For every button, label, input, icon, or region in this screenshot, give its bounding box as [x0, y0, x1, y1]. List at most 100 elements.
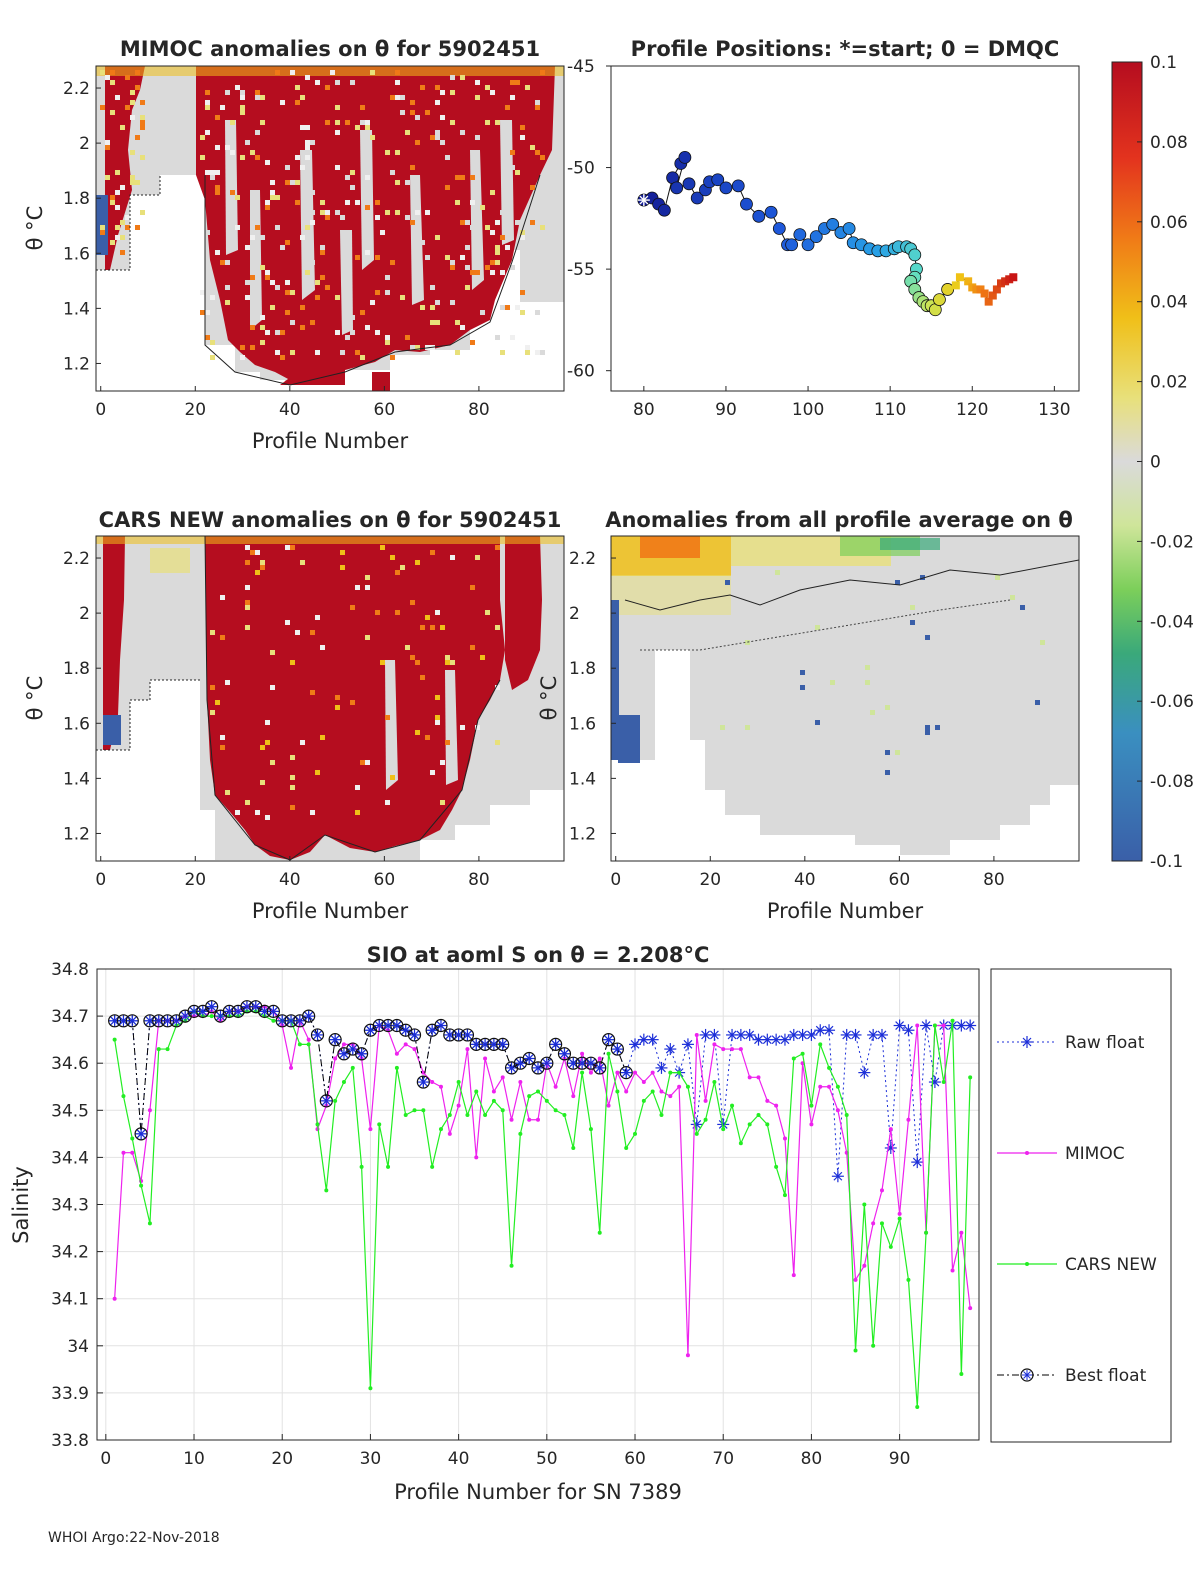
anomaly-cell: [300, 235, 305, 240]
data-point: [637, 1033, 650, 1046]
anomaly-cell: [380, 545, 385, 550]
data-point: [915, 1023, 920, 1028]
anomaly-cell: [225, 145, 230, 150]
anomaly-cell: [395, 180, 400, 185]
data-point: [553, 1084, 558, 1089]
anomaly-cell: [260, 325, 265, 330]
data-point: [306, 1037, 311, 1042]
data-point: [619, 1066, 633, 1080]
anomaly-cell: [385, 335, 390, 340]
anomaly-cell: [310, 220, 315, 225]
anomaly-cell: [260, 235, 265, 240]
data-point: [249, 1000, 263, 1014]
anomaly-cell: [350, 330, 355, 335]
anomaly-cell: [375, 200, 380, 205]
anomaly-cell: [335, 105, 340, 110]
legend-label: CARS NEW: [1065, 1255, 1157, 1275]
anomaly-cell: [440, 800, 445, 805]
data-point: [959, 1372, 964, 1377]
colorbar-tick-label: 0: [1150, 453, 1161, 473]
anomaly-cell: [110, 195, 115, 200]
anomaly-cell: [250, 345, 255, 350]
anomaly-cell: [130, 180, 135, 185]
data-point: [814, 1024, 827, 1037]
anomaly-cell: [345, 200, 350, 205]
data-point: [394, 1051, 399, 1056]
anomaly-cell: [450, 90, 455, 95]
y-tick-label: 1.2: [63, 354, 90, 374]
anomaly-cell: [270, 305, 275, 310]
anomaly-cell: [115, 95, 120, 100]
anomaly-cell: [410, 220, 415, 225]
anomaly-cell: [455, 320, 460, 325]
anomaly-cell: [315, 280, 320, 285]
anomaly-cell: [375, 255, 380, 260]
anomaly-cell: [265, 275, 270, 280]
anomaly-cell: [865, 680, 870, 685]
data-point: [950, 1268, 955, 1273]
anomaly-cell: [415, 140, 420, 145]
anomaly-cell: [210, 175, 215, 180]
anomaly-cell: [1040, 640, 1045, 645]
anomaly-cell: [360, 310, 365, 315]
anomaly-cell: [265, 740, 270, 745]
anomaly-cell: [520, 290, 525, 295]
all-profile-anomaly-panel: Anomalies from all profile average on θ …: [537, 508, 1080, 923]
profile-position-marker: [740, 197, 753, 211]
anomaly-cell: [445, 660, 450, 665]
anomaly-cell: [365, 585, 370, 590]
anomaly-cell: [470, 585, 475, 590]
anomaly-cell: [320, 645, 325, 650]
anomaly-cell: [885, 770, 890, 775]
anomaly-cell: [415, 560, 420, 565]
data-point: [835, 1084, 840, 1089]
anomaly-cell: [395, 80, 400, 85]
anomaly-cell: [210, 685, 215, 690]
anomaly-cell: [205, 90, 210, 95]
x-tick-label: 40: [794, 870, 816, 890]
anomaly-cell: [365, 120, 370, 125]
anomaly-cell: [210, 710, 215, 715]
anomaly-cell: [335, 705, 340, 710]
profile-position-marker: [951, 281, 960, 290]
data-point: [915, 1405, 920, 1410]
colorbar-tick-label: 0.04: [1150, 293, 1188, 313]
anomaly-cell: [925, 635, 930, 640]
profile-position-marker: [842, 222, 856, 235]
anomaly-cell: [425, 615, 430, 620]
data-point: [721, 1127, 726, 1132]
anomaly-cell: [290, 755, 295, 760]
data-point: [827, 1084, 832, 1089]
anomaly-cell: [320, 245, 325, 250]
x-tick-label: 80: [468, 870, 490, 890]
salinity-ylabel: Salinity: [9, 1166, 33, 1244]
anomaly-cell: [240, 90, 245, 95]
anomaly-cell: [505, 245, 510, 250]
anomaly-cell: [295, 100, 300, 105]
profile-position-marker: [933, 293, 946, 306]
anomaly-cell: [355, 200, 360, 205]
data-point: [368, 1386, 373, 1391]
profile-position-marker: [772, 222, 786, 235]
anomaly-cell: [285, 620, 290, 625]
anomaly-cell: [395, 150, 400, 155]
x-tick-label: 80: [983, 870, 1005, 890]
legend-label: Raw float: [1065, 1033, 1145, 1053]
anomaly-cell: [925, 725, 930, 730]
anomaly-cell: [450, 555, 455, 560]
anomaly-cell: [360, 760, 365, 765]
allprof-heatmap: [611, 536, 1079, 861]
anomaly-cell: [255, 570, 260, 575]
anomaly-cell: [435, 85, 440, 90]
anomaly-cell: [230, 190, 235, 195]
anomaly-cell: [525, 345, 530, 350]
anomaly-cell: [290, 660, 295, 665]
anomaly-cell: [525, 350, 530, 355]
anomaly-cell: [300, 95, 305, 100]
anomaly-cell: [490, 260, 495, 265]
data-point: [629, 1038, 642, 1051]
anomaly-cell: [470, 270, 475, 275]
data-point: [765, 1122, 770, 1127]
anomaly-cell: [440, 115, 445, 120]
x-tick-label: 20: [699, 870, 721, 890]
